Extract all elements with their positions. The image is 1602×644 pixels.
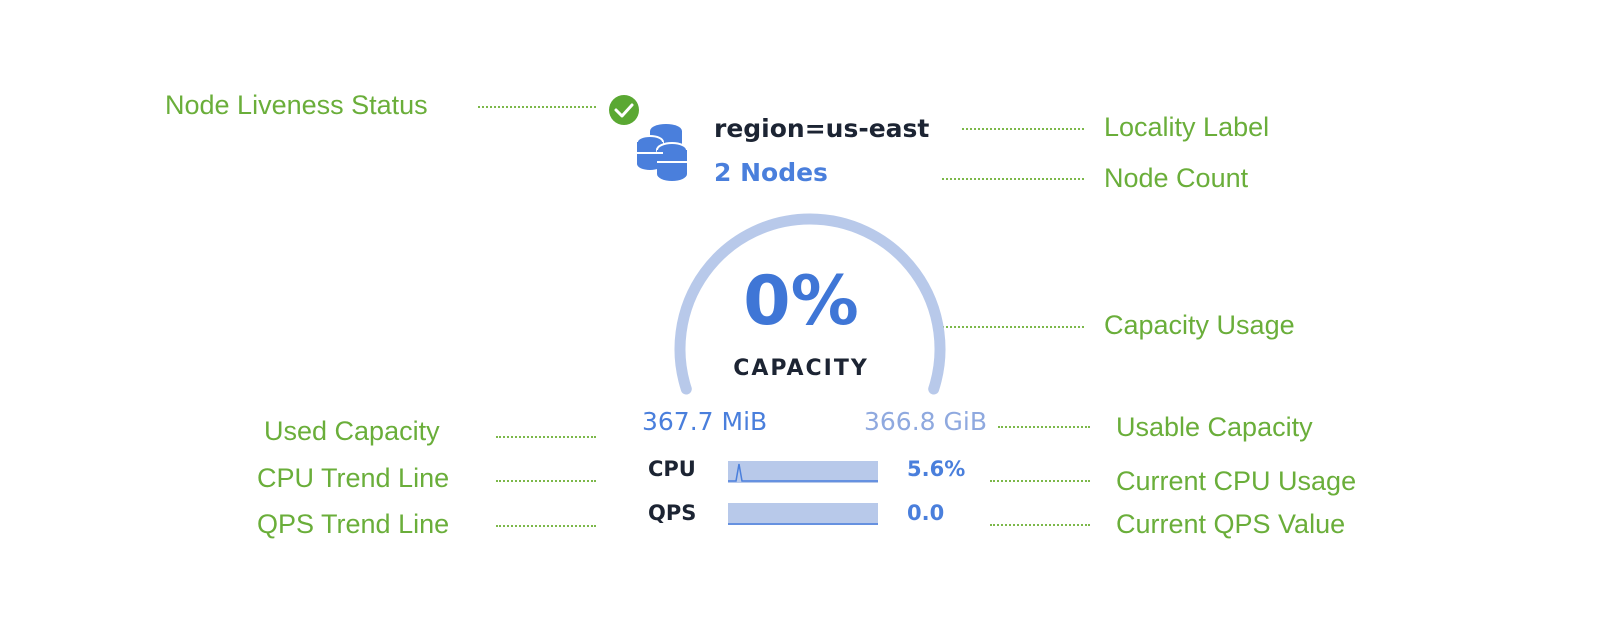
locality-label: region=us-east [714,114,930,143]
annotation-usable-capacity: Usable Capacity [1116,412,1313,442]
annotation-current-qps: Current QPS Value [1116,509,1346,539]
annotation-capacity-usage: Capacity Usage [1104,310,1295,340]
leader-line [496,525,596,527]
leader-line [496,436,596,438]
annotation-locality: Locality Label [1104,112,1270,142]
annotation-used-capacity: Used Capacity [264,416,440,446]
leader-line [962,128,1084,130]
leader-line [942,326,1084,328]
database-icon [636,124,688,181]
capacity-gauge [674,213,946,395]
node-count[interactable]: 2 Nodes [714,158,828,187]
cpu-label: CPU [648,457,696,481]
qps-sparkline [728,503,878,525]
leader-line [478,106,596,108]
annotation-cpu-trend: CPU Trend Line [257,463,450,493]
capacity-percent: 0% [743,262,859,341]
annotation-current-cpu: Current CPU Usage [1116,466,1357,496]
leader-line [942,178,1084,180]
cpu-sparkline [728,461,878,483]
qps-value: 0.0 [907,501,945,525]
leader-line [496,480,596,482]
annotation-qps-trend: QPS Trend Line [257,509,450,539]
leader-line [990,524,1090,526]
capacity-label: CAPACITY [733,356,869,381]
annotation-node-count: Node Count [1104,163,1249,193]
check-circle-icon [609,95,639,125]
annotation-liveness: Node Liveness Status [165,90,428,120]
leader-line [990,480,1090,482]
cpu-value: 5.6% [907,457,966,481]
qps-label: QPS [648,501,697,525]
leader-line [998,426,1090,428]
usable-capacity: 366.8 GiB [864,407,987,436]
used-capacity: 367.7 MiB [642,407,768,436]
